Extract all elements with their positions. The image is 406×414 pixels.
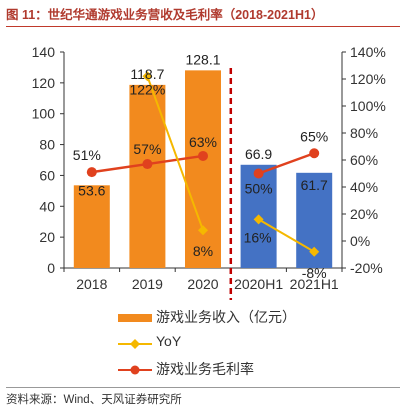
right-axis-tick-label: 100%	[350, 98, 386, 114]
right-axis-tick-label: -20%	[350, 260, 383, 276]
x-axis-tick-label: 2021H1	[290, 276, 339, 292]
x-axis-tick-label: 2020H1	[234, 276, 283, 292]
legend-item-revenue: 游戏业务收入（亿元）	[118, 305, 358, 331]
left-axis-tick-label: 80	[39, 137, 55, 153]
source-note: 资料来源：Wind、天风证券研究所	[6, 394, 182, 406]
left-axis-tick-label: 20	[39, 229, 55, 245]
margin-data-label: 50%	[245, 181, 273, 197]
yoy-point	[309, 246, 320, 257]
margin-point	[309, 148, 320, 159]
margin-data-label: 65%	[300, 128, 328, 144]
revenue-bar	[129, 84, 166, 268]
right-axis-tick-label: 20%	[350, 206, 378, 222]
revenue-data-label: 61.7	[301, 177, 328, 193]
legend-label-margin: 游戏业务毛利率	[156, 361, 254, 377]
left-axis-tick-label: 140	[32, 44, 56, 60]
yoy-data-label: 16%	[244, 229, 272, 245]
right-axis-tick-label: 80%	[350, 125, 378, 141]
legend-item-margin: 游戏业务毛利率	[118, 357, 358, 383]
left-axis-tick-label: 100	[32, 106, 56, 122]
combo-chart: 0 20 40 60 80 100 120 140 -20% 0% 20% 40% 60% 80% 100%…	[32, 44, 386, 300]
revenue-data-label: 118.7	[130, 66, 164, 82]
x-axis-tick-label: 2018	[76, 276, 107, 292]
legend-circle-marker	[130, 365, 140, 375]
legend: 游戏业务收入（亿元） YoY 游戏业务毛利率	[118, 305, 358, 383]
left-axis-tick-label: 120	[32, 75, 56, 91]
yoy-line-annual	[146, 75, 204, 231]
right-axis-tick-label: 0%	[350, 233, 370, 249]
x-axis-tick-label: 2019	[132, 276, 163, 292]
margin-point	[86, 167, 97, 178]
margin-data-label: 57%	[133, 141, 161, 157]
right-axis-tick-label: 140%	[350, 44, 386, 60]
margin-data-label: 51%	[73, 147, 101, 163]
yoy-data-label: 8%	[193, 243, 213, 259]
x-axis-tick-label: 2020	[187, 276, 218, 292]
margin-point	[142, 159, 153, 170]
yoy-data-label: 122%	[129, 81, 165, 97]
legend-item-yoy: YoY	[118, 331, 358, 357]
yoy-point	[142, 71, 153, 82]
right-axis-tick-label: 60%	[350, 152, 378, 168]
right-axis-tick-label: 40%	[350, 179, 378, 195]
revenue-bar	[185, 70, 221, 268]
chart-title: 图 11：世纪华通游戏业务营收及毛利率（2018-2021H1）	[6, 8, 324, 22]
margin-point	[253, 168, 264, 179]
revenue-bar	[73, 185, 110, 268]
title-bar: 图 11：世纪华通游戏业务营收及毛利率（2018-2021H1）	[6, 6, 400, 27]
yoy-data-label: -8%	[302, 265, 327, 281]
revenue-data-label: 128.1	[185, 51, 220, 67]
margin-line-half-year	[258, 152, 315, 175]
margin-data-label: 63%	[189, 134, 217, 150]
yoy-line-half-year	[258, 218, 315, 253]
legend-swatch-bar	[118, 314, 152, 322]
revenue-data-label: 66.9	[245, 146, 272, 162]
yoy-point	[253, 214, 264, 225]
left-axis-tick-label: 60	[39, 167, 55, 183]
legend-label-yoy: YoY	[156, 333, 182, 349]
right-axis-tick-label: 120%	[350, 71, 386, 87]
source-divider	[6, 387, 400, 388]
revenue-data-label: 53.6	[78, 182, 105, 198]
legend-label-revenue: 游戏业务收入（亿元）	[156, 309, 296, 325]
left-axis-tick-label: 40	[39, 198, 55, 214]
yoy-point	[198, 225, 208, 236]
legend-diamond-marker	[130, 339, 140, 349]
left-axis-tick-label: 0	[47, 260, 55, 276]
margin-point	[198, 150, 208, 161]
